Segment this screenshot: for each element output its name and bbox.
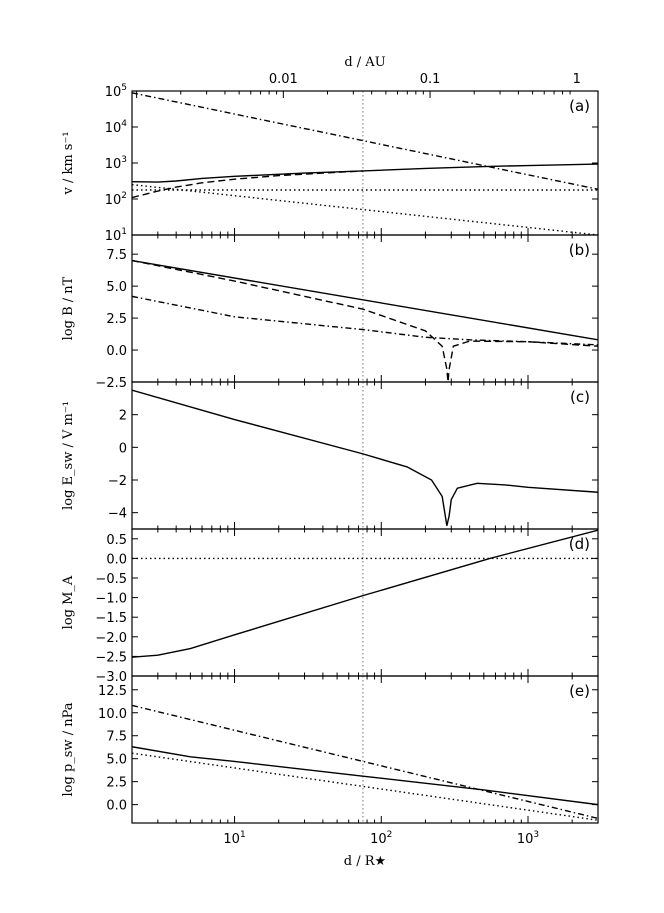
series-line-dashdot bbox=[132, 92, 598, 190]
y-tick-label: 5.0 bbox=[106, 280, 127, 295]
series-line-solid bbox=[132, 746, 598, 806]
y-axis-label: log E_sw / V m⁻¹ bbox=[61, 401, 76, 510]
y-axis-label: log M_A bbox=[61, 575, 76, 629]
y-tick-label: −2 bbox=[108, 474, 127, 489]
bottom-axis: 101 102 103 bbox=[223, 830, 539, 847]
series-line-dotted bbox=[132, 752, 598, 821]
y-tick-label: 2.5 bbox=[106, 312, 127, 327]
y-tick-label: 5.0 bbox=[106, 753, 127, 768]
series-line-solid bbox=[132, 529, 598, 658]
y-tick-label: −1.5 bbox=[95, 611, 127, 626]
series-group bbox=[132, 704, 598, 821]
series-group bbox=[132, 529, 598, 658]
y-tick-label: −3.0 bbox=[95, 670, 127, 685]
panel-tag: (b) bbox=[569, 241, 590, 259]
series-line-solid bbox=[132, 163, 598, 183]
panel-d: −3.0 −2.5 −2.0 −1.5 −1.0 −0.5 0.0 0.5 (d) log M_A bbox=[61, 528, 599, 685]
y-tick-label: −2.5 bbox=[95, 650, 127, 665]
series-line-dashed bbox=[132, 170, 363, 199]
y-tick-label: 7.5 bbox=[106, 248, 127, 263]
y-tick-label: 101 bbox=[105, 227, 127, 244]
y-tick-label: 0.0 bbox=[106, 799, 127, 814]
x-tick-label: 103 bbox=[517, 830, 539, 847]
y-tick-label: 105 bbox=[105, 83, 127, 100]
y-tick-label: −0.5 bbox=[95, 572, 127, 587]
series-line-dashdot bbox=[132, 704, 598, 820]
series-line-solid bbox=[132, 259, 598, 341]
panel-a: 101 102 103 104 105 (a) v / km s⁻¹ bbox=[61, 83, 599, 244]
y-tick-label: −2.0 bbox=[95, 631, 127, 646]
panel-tag: (d) bbox=[569, 535, 590, 553]
panel-c: −4 −2 0 2 (c) log E_sw / V m⁻¹ bbox=[61, 381, 599, 530]
y-tick-label: 0.0 bbox=[106, 344, 127, 359]
series-group bbox=[132, 389, 598, 526]
y-tick-label: 10.0 bbox=[98, 707, 127, 722]
y-tick-label: 7.5 bbox=[106, 730, 127, 745]
top-axis: 0.01 0.1 1 bbox=[136, 72, 581, 98]
top-tick-label: 0.01 bbox=[269, 72, 298, 87]
y-tick-label: −4 bbox=[108, 507, 127, 522]
x-axis-label: d / R★ bbox=[344, 854, 386, 869]
panel-frame bbox=[131, 528, 599, 677]
panels: 101 102 103 104 105 (a) v / km s⁻¹ −2.5 0.0 2.5 5.… bbox=[61, 83, 599, 824]
series-line-dotted bbox=[132, 183, 598, 235]
y-tick-label: 102 bbox=[105, 191, 127, 208]
x-tick-label: 101 bbox=[223, 830, 245, 847]
panel-tag: (c) bbox=[570, 388, 590, 406]
series-group bbox=[132, 92, 598, 235]
y-tick-label: 104 bbox=[105, 119, 128, 136]
y-tick-label: 2 bbox=[119, 409, 127, 424]
panel-b: −2.5 0.0 2.5 5.0 7.5 (b) log B / nT bbox=[61, 234, 599, 391]
top-tick-label: 0.1 bbox=[420, 72, 441, 87]
panel-frame bbox=[131, 381, 599, 530]
panel-frame bbox=[131, 234, 599, 383]
y-tick-label: −2.5 bbox=[95, 376, 127, 391]
series-line-solid bbox=[132, 389, 598, 526]
y-axis-label: v / km s⁻¹ bbox=[61, 131, 76, 195]
y-tick-label: 12.5 bbox=[98, 684, 127, 699]
y-axis-label: log B / nT bbox=[61, 276, 76, 340]
y-tick-label: 0 bbox=[119, 441, 127, 456]
y-tick-label: 103 bbox=[105, 155, 127, 172]
series-group bbox=[132, 259, 598, 382]
series-line-dashed bbox=[132, 259, 598, 382]
x-tick-label: 102 bbox=[370, 830, 392, 847]
panel-e: 0.0 2.5 5.0 7.5 10.0 12.5 (e) log p_sw / nPa bbox=[61, 675, 599, 824]
panel-tag: (a) bbox=[569, 97, 590, 115]
top-axis-label: d / AU bbox=[344, 55, 385, 70]
panel-frame bbox=[131, 675, 599, 824]
top-tick-label: 1 bbox=[573, 72, 581, 87]
panel-frame bbox=[131, 90, 599, 236]
y-tick-label: 0.5 bbox=[106, 533, 127, 548]
y-tick-label: −1.0 bbox=[95, 592, 127, 607]
panel-tag: (e) bbox=[569, 682, 590, 700]
y-axis-label: log p_sw / nPa bbox=[61, 702, 76, 796]
series-line-dashdot bbox=[132, 295, 598, 346]
y-tick-label: 2.5 bbox=[106, 776, 127, 791]
y-tick-label: 0.0 bbox=[106, 552, 127, 567]
